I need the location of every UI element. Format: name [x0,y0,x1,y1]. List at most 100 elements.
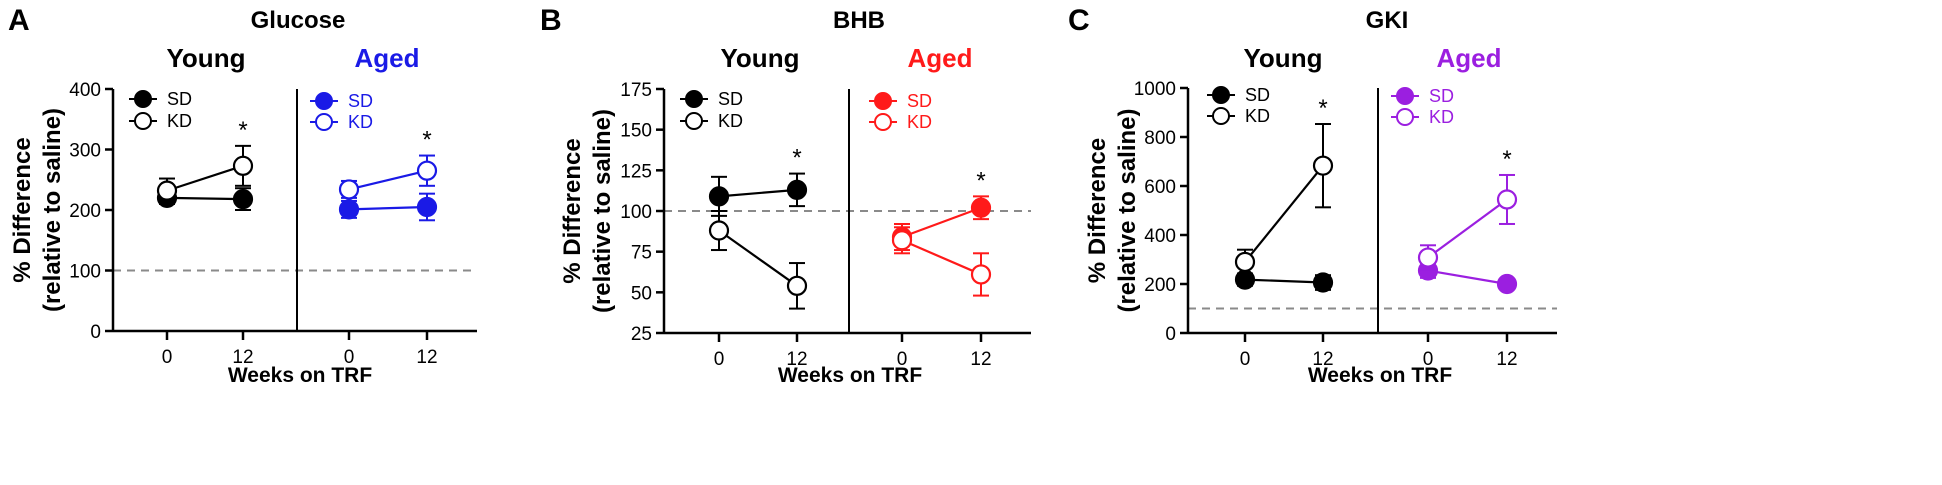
series-line-kd [901,239,982,276]
legend-marker [685,90,703,108]
y-tick-label: 125 [620,161,652,182]
legend-marker [874,113,892,131]
significance-marker: * [1502,146,1511,173]
y-tick-label: 400 [69,80,101,101]
legend-label: SD [718,89,743,109]
significance-marker: * [976,167,985,194]
x-tick-label: 0 [1240,349,1251,370]
y-tick-label: 800 [1144,128,1176,149]
panel-letter: B [540,4,562,37]
data-point-kd [416,160,438,181]
data-point-kd [232,155,254,176]
y-tick-label: 50 [631,283,652,304]
panel-title: BHB [833,7,885,34]
y-tick-label: 175 [620,80,652,101]
legend-label: KD [718,111,743,131]
series-line-sd [1427,269,1508,286]
data-point-kd [1234,251,1256,273]
y-tick-label: 400 [1144,226,1176,247]
legend-label: KD [1245,106,1270,126]
data-point-sd [1312,272,1334,293]
series-line-sd [718,188,798,198]
legend-label: SD [348,91,373,111]
data-point-kd [156,180,178,201]
series-line-kd [1427,198,1508,259]
series-line-sd [1244,278,1324,284]
legend-marker [134,112,152,130]
y-tick-label: 300 [69,141,101,162]
y-tick-label: 150 [620,121,652,142]
data-point-kd [1417,247,1439,268]
series-line-kd [166,164,244,192]
x-axis-label: Weeks on TRF [778,364,922,387]
data-point-kd [1312,155,1334,176]
x-tick-label: 0 [897,349,908,370]
data-point-kd [708,220,730,241]
group-title: Aged [908,43,973,73]
significance-marker: * [238,117,247,144]
x-axis-label: Weeks on TRF [1308,364,1452,387]
y-tick-label: 100 [620,202,652,223]
data-point-kd [1496,189,1518,210]
legend-marker [1212,107,1230,125]
series-line-sd [348,205,428,211]
series-line-kd [348,169,428,191]
legend-label: SD [907,91,932,111]
legend-marker [874,92,892,110]
y-axis-label-line2: (relative to saline) [589,109,616,313]
y-tick-label: 100 [69,262,101,283]
legend-label: KD [1429,107,1454,127]
y-tick-label: 1000 [1134,79,1176,100]
x-tick-label: 0 [344,347,355,368]
panel-letter: A [8,4,30,37]
legend-marker [1396,108,1414,126]
panel-title: GKI [1366,7,1409,34]
legend-label: SD [167,89,192,109]
panel-title: Glucose [251,7,346,34]
y-axis-label-line1: % Difference [1084,138,1111,283]
x-tick-label: 12 [786,349,807,370]
data-point-kd [338,179,360,200]
x-tick-label: 12 [970,349,991,370]
y-axis-label-line2: (relative to saline) [1114,108,1141,312]
legend-label: SD [1429,86,1454,106]
data-point-sd [970,197,992,218]
legend-marker [315,92,333,110]
x-tick-label: 12 [232,347,253,368]
legend-label: KD [907,112,932,132]
y-tick-label: 0 [1165,324,1176,345]
y-tick-label: 75 [631,243,652,264]
legend-label: KD [167,111,192,131]
data-point-sd [416,196,438,218]
data-point-sd [232,189,254,210]
legend-marker [134,90,152,108]
group-title: Aged [355,43,420,73]
legend-marker [1396,87,1414,105]
data-point-sd [338,199,360,220]
y-tick-label: 200 [69,201,101,222]
x-axis-label: Weeks on TRF [228,364,372,387]
y-axis-label-line1: % Difference [559,138,586,283]
data-point-kd [891,230,913,251]
significance-marker: * [1318,95,1327,122]
legend-marker [315,113,333,131]
series-line-sd [166,196,244,201]
legend-marker [1212,86,1230,104]
data-point-kd [970,264,992,285]
y-axis-label-line1: % Difference [9,137,36,282]
panel-b: B BHB 25 50 75 100 125 150 175 % Difference (relat… [540,4,1031,387]
x-tick-label: 0 [162,347,173,368]
data-point-kd [786,275,808,296]
panel-a: A Glucose 0 100 200 300 400 % Difference (relati… [8,4,477,387]
series-line-sd [901,206,982,239]
x-tick-label: 12 [1496,349,1517,370]
panel-c: C GKI 0 200 400 600 800 1000 % Difference (relati… [1068,4,1557,387]
group-title: Young [721,43,800,73]
